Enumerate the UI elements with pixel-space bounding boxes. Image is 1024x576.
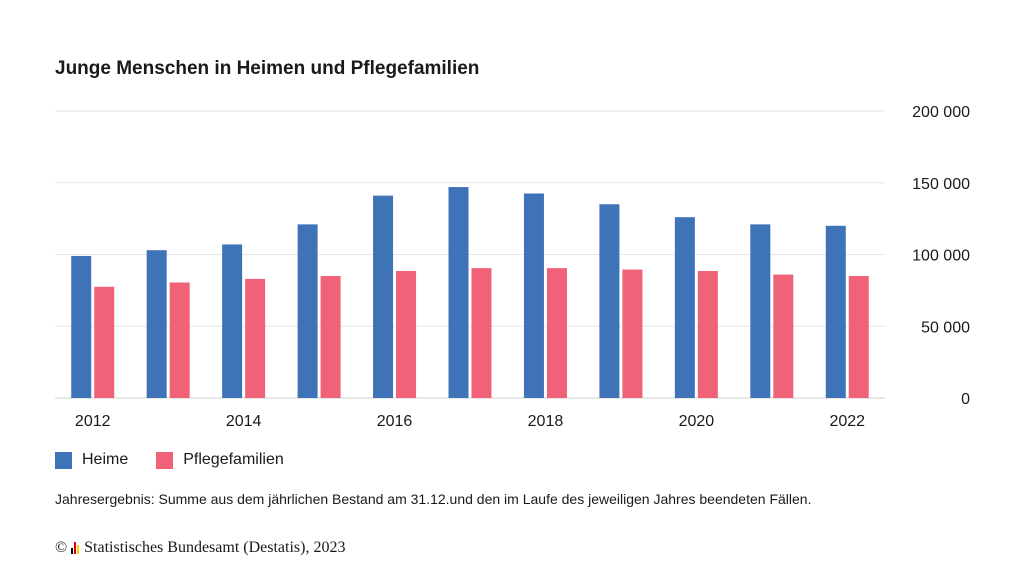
bar-chart: 0 50 000 100 000 150 000 200 000 2012 2014 2016… [55,104,970,430]
bar-heime-2022 [825,225,846,398]
bar-heime-2021 [750,224,771,398]
bar-heime-2020 [674,217,695,398]
y-tick-label: 50 000 [921,319,970,336]
bar-heime-2016 [373,195,394,398]
chart-title: Junge Menschen in Heimen und Pflegefamil… [55,58,480,79]
source-credit: © Statistisches Bundesamt (Destatis), 20… [55,539,345,557]
bar-pflegefamilien-2015 [320,276,341,398]
x-tick-label: 2016 [377,413,413,430]
legend: Heime Pflegefamilien [55,451,312,469]
legend-label-heime: Heime [82,451,129,468]
x-tick-label: 2012 [75,413,111,430]
bar-pflegefamilien-2014 [245,278,266,398]
bar-heime-2013 [146,250,167,398]
source-text: Statistisches Bundesamt (Destatis), 2023 [84,539,346,556]
y-tick-label: 200 000 [912,104,970,121]
legend-item-pflegefamilien[interactable]: Pflegefamilien [156,451,284,469]
bar-heime-2014 [222,244,243,398]
legend-swatch-pflegefamilien [156,451,174,469]
x-tick-label: 2022 [829,413,865,430]
bar-pflegefamilien-2012 [94,286,115,398]
legend-label-pflegefamilien: Pflegefamilien [183,451,284,468]
x-tick-label: 2020 [679,413,715,430]
legend-swatch-heime [55,451,72,469]
bar-heime-2012 [71,255,92,398]
destatis-logo-icon [71,542,80,554]
bar-pflegefamilien-2018 [546,268,567,398]
bar-heime-2018 [523,193,544,398]
bar-pflegefamilien-2021 [773,274,794,398]
x-tick-label: 2014 [226,413,262,430]
bar-pflegefamilien-2017 [471,268,492,398]
bar-pflegefamilien-2016 [396,271,417,398]
legend-item-heime[interactable]: Heime [55,451,128,469]
bar-pflegefamilien-2019 [622,269,643,398]
y-tick-label: 100 000 [912,248,970,265]
bar-heime-2017 [448,187,469,398]
y-tick-label: 0 [961,391,970,408]
y-tick-label: 150 000 [912,176,970,193]
footnote: Jahresergebnis: Summe aus dem jährlichen… [55,491,812,507]
bar-pflegefamilien-2013 [169,282,190,398]
copyright-symbol: © [55,539,68,556]
bar-pflegefamilien-2022 [848,276,869,398]
bar-heime-2015 [297,224,318,398]
x-tick-label: 2018 [528,413,564,430]
bar-pflegefamilien-2020 [697,271,718,398]
bar-heime-2019 [599,204,620,398]
